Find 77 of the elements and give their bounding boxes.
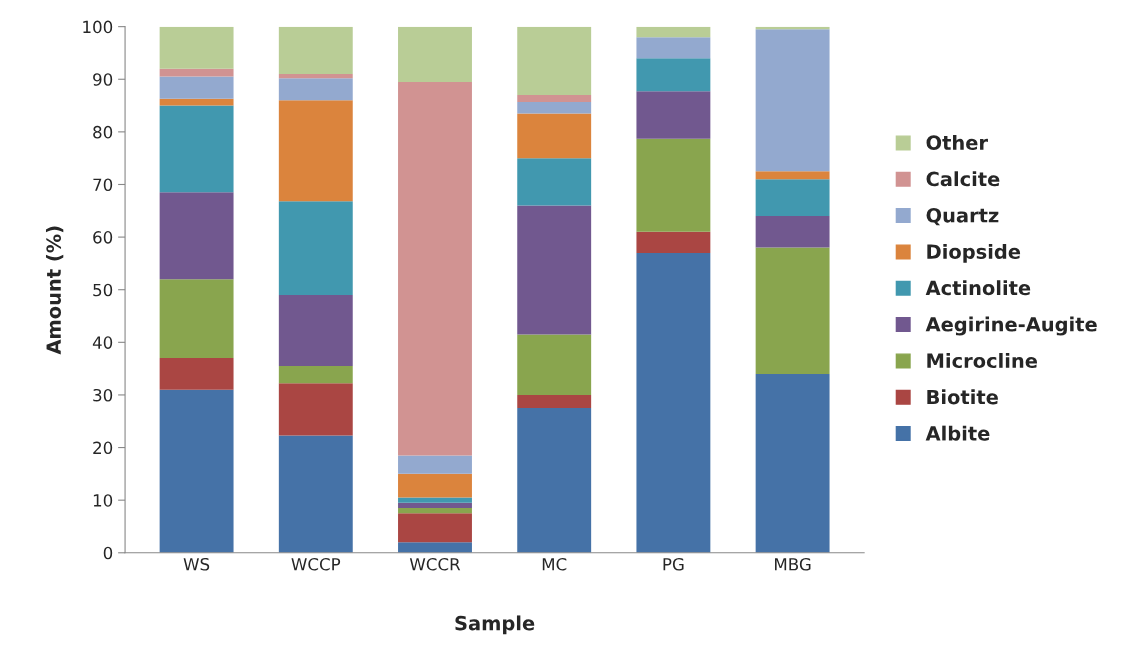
bar: [398, 455, 472, 474]
bar: [159, 358, 234, 390]
legend-label: Aegirine-Augite: [925, 316, 1097, 336]
bar: [159, 192, 234, 280]
y-tick-label: 90: [93, 73, 113, 86]
y-tick-label: 10: [93, 494, 113, 507]
bar: [398, 81, 472, 456]
y-tick-label: 40: [92, 336, 113, 349]
bar: [398, 513, 472, 543]
x-tick-label: MC: [542, 557, 567, 571]
bar: [398, 502, 472, 509]
bar: [755, 247, 830, 374]
y-tick-label: 30: [93, 388, 113, 402]
y-tick-label: 0: [103, 546, 113, 560]
y-tick-label: 100: [83, 20, 113, 34]
legend-label: Albite: [925, 425, 990, 441]
bar: [278, 294, 353, 366]
bar: [755, 179, 830, 217]
bar: [398, 542, 472, 553]
bar: [636, 138, 711, 232]
x-tick-label: PG: [663, 557, 684, 571]
bar: [517, 158, 592, 206]
legend-label: Calcite: [926, 171, 1000, 187]
bar: [636, 252, 711, 553]
bar: [159, 76, 234, 99]
bar: [755, 171, 830, 180]
x-tick-label: WCCP: [291, 557, 341, 571]
bar: [159, 68, 234, 77]
bar: [278, 435, 353, 553]
y-tick-label: 60: [93, 231, 113, 244]
bar: [755, 216, 830, 248]
bar: [636, 91, 711, 139]
x-axis-title: Sample: [455, 615, 535, 635]
legend-label: Biotite: [927, 389, 998, 405]
bar: [755, 29, 830, 172]
bar: [636, 37, 711, 59]
bar: [159, 98, 234, 106]
bar: [636, 231, 711, 253]
bar: [517, 205, 592, 335]
bar: [517, 113, 592, 159]
legend-label: Other: [926, 134, 988, 150]
bar: [398, 508, 472, 514]
x-tick-label: WS: [183, 557, 210, 571]
legend-label: Actinolite: [925, 280, 1031, 296]
bar: [159, 279, 234, 359]
bar: [636, 26, 711, 38]
bar: [398, 473, 472, 498]
y-tick-label: 20: [93, 441, 113, 455]
bar: [278, 100, 353, 202]
bar: [278, 201, 353, 295]
legend-label: Microcline: [927, 353, 1037, 369]
bar: [159, 26, 234, 69]
bar: [278, 26, 353, 74]
x-tick-label: MBG: [775, 557, 811, 571]
x-tick-label: WCCR: [409, 557, 461, 571]
bar: [517, 101, 592, 114]
bar: [517, 408, 592, 553]
bar: [636, 58, 711, 92]
y-axis-title: Amount (%): [45, 226, 64, 355]
bar: [159, 389, 234, 553]
bar: [278, 73, 353, 79]
y-tick-label: 70: [93, 178, 113, 192]
bar: [517, 334, 592, 395]
y-tick-label: 80: [93, 125, 113, 139]
bar: [278, 78, 353, 101]
legend-label: Diopside: [927, 243, 1021, 263]
bar: [517, 95, 592, 102]
bar: [398, 497, 472, 503]
bar: [517, 26, 592, 96]
bar: [398, 26, 472, 82]
bar: [278, 383, 353, 436]
bar: [159, 105, 234, 193]
bar: [517, 394, 592, 409]
legend-label: Quartz: [926, 207, 999, 226]
y-tick-label: 50: [93, 283, 113, 297]
bar: [278, 366, 353, 384]
bar: [755, 373, 830, 553]
